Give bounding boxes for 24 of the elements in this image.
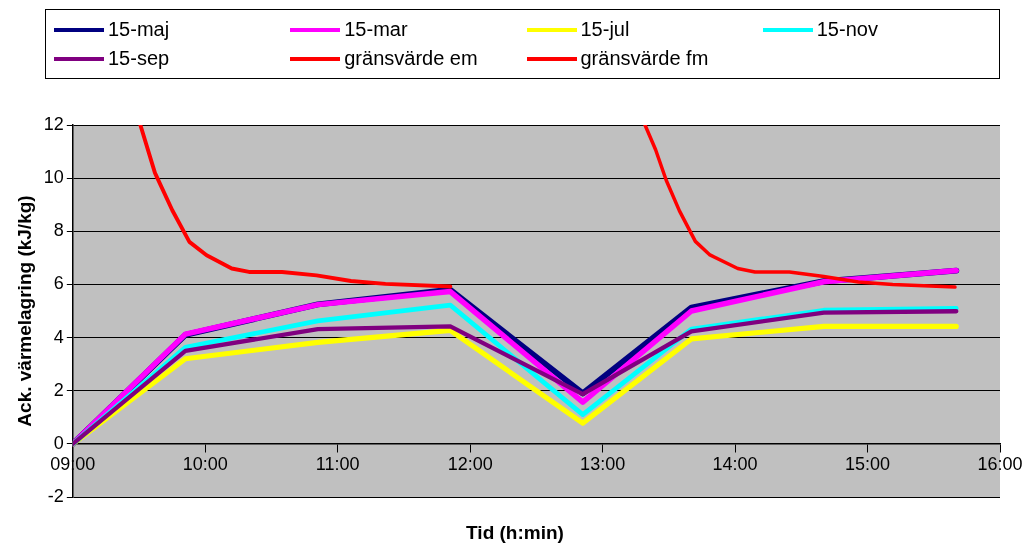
y-tick-label: 2 <box>53 379 64 400</box>
x-tick-label: 11:00 <box>315 453 360 474</box>
x-tick-label: 16:00 <box>977 453 1023 474</box>
x-tick-label: 15:00 <box>845 453 891 474</box>
x-tick-label: 12:00 <box>447 453 493 474</box>
x-tick-label: 10:00 <box>182 453 228 474</box>
legend-label: 15-sep <box>108 47 170 70</box>
legend-label: gränsvärde em <box>344 47 478 70</box>
legend-label: gränsvärde fm <box>580 47 709 70</box>
x-tick-label: 14:00 <box>712 453 758 474</box>
x-tick-label: 13:00 <box>580 453 626 474</box>
y-tick-label: 8 <box>53 220 64 241</box>
y-tick-label: 0 <box>53 432 64 453</box>
legend-label: 15-maj <box>108 18 170 41</box>
legend-label: 15-mar <box>344 18 408 41</box>
x-axis-title: Tid (h:min) <box>465 522 565 544</box>
y-tick-label: 4 <box>53 326 64 347</box>
legend-label: 15-jul <box>580 18 630 41</box>
y-tick-label: 12 <box>43 113 64 134</box>
y-tick-label: 10 <box>43 167 64 188</box>
y-tick-label: -2 <box>47 485 64 506</box>
legend-label: 15-nov <box>816 18 878 41</box>
y-axis-title: Ack. värmelagring (kJ/kg) <box>13 195 35 427</box>
y-tick-label: 6 <box>53 273 64 294</box>
